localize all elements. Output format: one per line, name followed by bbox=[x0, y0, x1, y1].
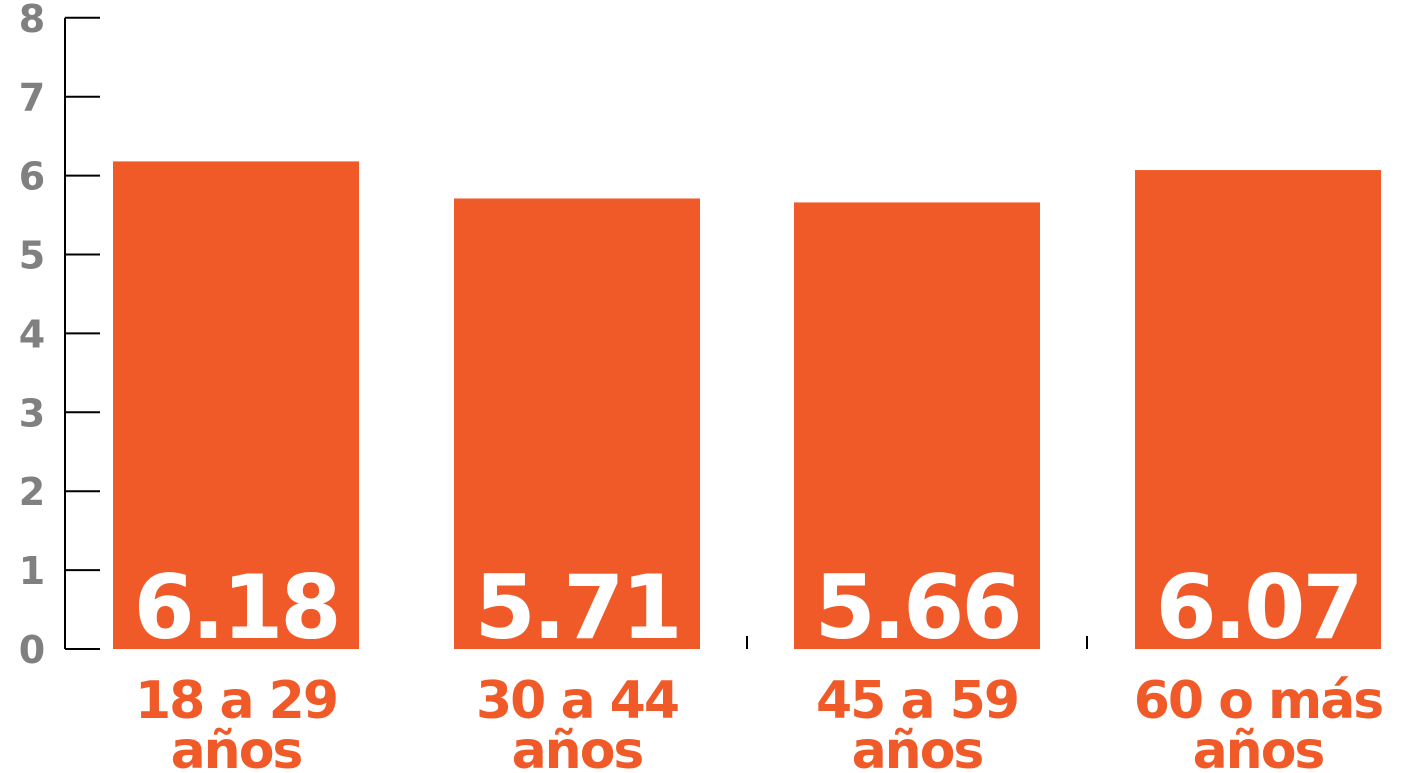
y-tick-label-3: 3 bbox=[19, 391, 45, 435]
y-tick-label-5: 5 bbox=[19, 234, 45, 278]
bar-value-label-1: 5.71 bbox=[474, 556, 679, 659]
x-category-label-1-0: 30 a 44 bbox=[476, 671, 678, 731]
y-tick-label-8: 8 bbox=[19, 0, 45, 41]
x-category-label-0-1: años bbox=[171, 721, 302, 773]
x-category-label-1-1: años bbox=[512, 721, 643, 773]
x-category-label-3-1: años bbox=[1193, 721, 1324, 773]
bar-1 bbox=[454, 198, 700, 649]
y-tick-label-2: 2 bbox=[19, 470, 45, 514]
x-category-label-0-0: 18 a 29 bbox=[135, 671, 337, 731]
y-tick-label-4: 4 bbox=[19, 312, 45, 356]
bar-0 bbox=[113, 161, 359, 649]
bars bbox=[113, 161, 1381, 649]
bar-value-label-2: 5.66 bbox=[814, 556, 1019, 659]
x-category-label-3-0: 60 o más bbox=[1134, 671, 1383, 731]
y-tick-label-0: 0 bbox=[19, 628, 45, 672]
y-tick-label-7: 7 bbox=[19, 76, 45, 120]
bar-3 bbox=[1135, 170, 1381, 649]
bar-value-label-0: 6.18 bbox=[133, 556, 338, 659]
y-tick-label-1: 1 bbox=[19, 549, 45, 593]
bar-2 bbox=[794, 202, 1040, 649]
bar-value-label-3: 6.07 bbox=[1155, 556, 1360, 659]
y-tick-label-6: 6 bbox=[19, 155, 45, 199]
x-category-label-2-1: años bbox=[852, 721, 983, 773]
x-category-label-2-0: 45 a 59 bbox=[816, 671, 1018, 731]
y-axis: 0 1 2 3 4 5 6 7 8 bbox=[19, 0, 1088, 672]
